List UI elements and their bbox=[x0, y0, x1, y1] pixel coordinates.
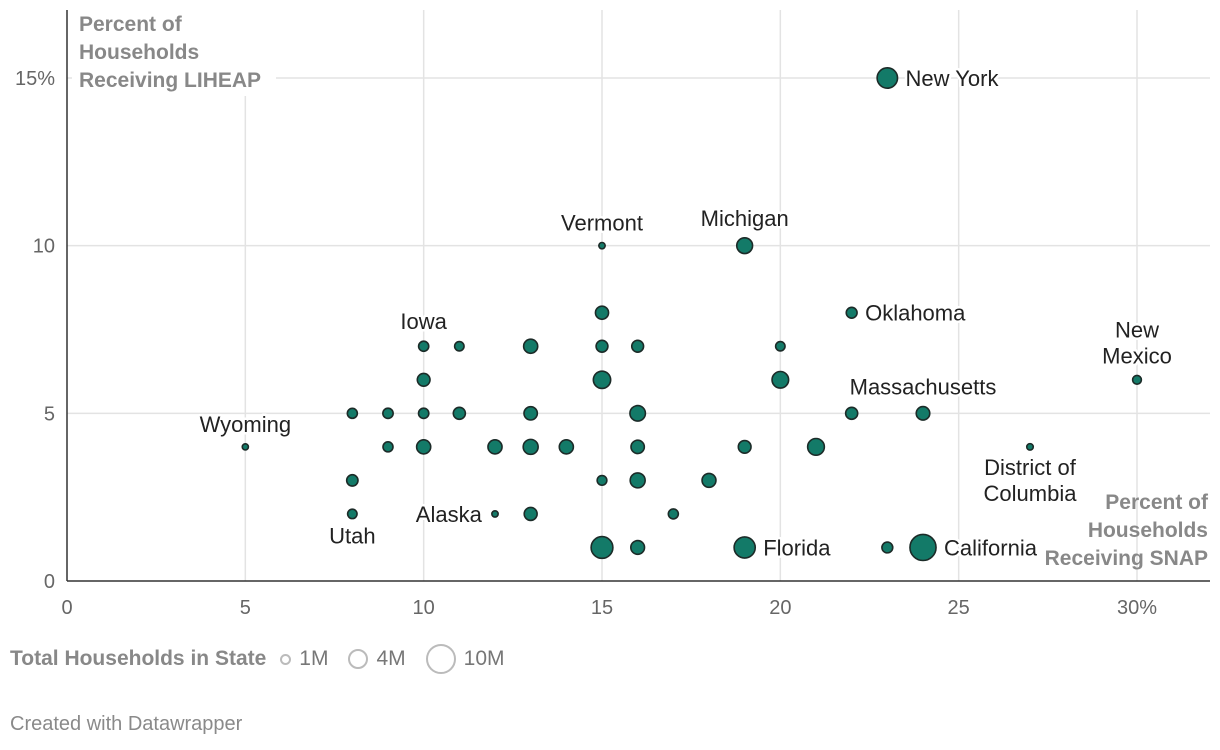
y-axis-title: Receiving LIHEAP bbox=[79, 69, 261, 92]
point-label: Massachusetts bbox=[850, 375, 997, 400]
point-label: Vermont bbox=[561, 211, 643, 236]
x-axis-title: Percent of bbox=[1105, 491, 1209, 514]
data-point bbox=[417, 407, 430, 420]
data-point bbox=[735, 236, 754, 255]
data-point bbox=[598, 241, 606, 250]
x-axis-title: Households bbox=[1088, 519, 1208, 542]
data-point bbox=[771, 370, 790, 389]
data-point bbox=[487, 439, 503, 455]
data-point bbox=[345, 473, 359, 487]
legend-circle-icon bbox=[280, 653, 292, 665]
data-point bbox=[881, 541, 894, 554]
y-tick-label: 15% bbox=[15, 68, 55, 90]
credit-text: Created with Datawrapper bbox=[10, 713, 243, 735]
data-point bbox=[491, 509, 499, 518]
point-label: New bbox=[1115, 317, 1159, 342]
data-point bbox=[382, 407, 394, 420]
size-legend-label: 4M bbox=[376, 647, 406, 670]
x-tick-label: 10 bbox=[413, 597, 435, 619]
data-point bbox=[558, 439, 575, 455]
data-point bbox=[592, 370, 612, 390]
data-point bbox=[1131, 374, 1143, 385]
tick-labels: 0 5 10 15 20 25 30% 0 5 10 15% bbox=[15, 68, 1157, 619]
legend-circle-icon bbox=[425, 644, 456, 674]
data-point bbox=[523, 506, 538, 522]
data-point bbox=[241, 442, 250, 451]
data-point bbox=[596, 474, 608, 487]
data-point bbox=[416, 372, 431, 387]
point-label: Wyoming bbox=[200, 412, 292, 437]
data-point bbox=[629, 404, 647, 422]
point-label: Utah bbox=[329, 524, 375, 549]
y-tick-label: 0 bbox=[44, 571, 55, 593]
point-label: Alaska bbox=[416, 502, 483, 527]
x-tick-label: 0 bbox=[61, 597, 72, 619]
size-legend: Total Households in State 1M 4M 10M bbox=[10, 642, 525, 676]
data-point bbox=[629, 472, 646, 489]
data-point bbox=[667, 508, 680, 520]
data-point bbox=[453, 340, 465, 352]
legend-circle-icon bbox=[348, 649, 369, 669]
data-point bbox=[522, 438, 539, 456]
data-point bbox=[806, 437, 826, 457]
data-point bbox=[346, 407, 359, 420]
point-label: Michigan bbox=[701, 206, 789, 231]
x-tick-label: 25 bbox=[948, 597, 970, 619]
axis-titles: Percent of Households Receiving LIHEAP Perc… bbox=[72, 10, 1209, 570]
point-label: Oklahoma bbox=[865, 301, 966, 326]
y-axis-title: Households bbox=[79, 41, 199, 64]
data-point bbox=[774, 340, 786, 352]
size-legend-label: 1M bbox=[299, 647, 329, 670]
data-point bbox=[845, 306, 858, 319]
x-axis-title: Receiving SNAP bbox=[1045, 547, 1208, 570]
point-label: New York bbox=[906, 66, 1000, 91]
data-point bbox=[915, 405, 931, 421]
data-point bbox=[452, 406, 467, 421]
data-point bbox=[1025, 442, 1035, 451]
point-labels: New York Vermont Michigan Oklahoma NewMexico… bbox=[197, 64, 1174, 563]
data-point bbox=[737, 439, 752, 455]
y-axis-title-background bbox=[72, 10, 276, 96]
x-tick-label: 5 bbox=[240, 597, 251, 619]
data-point bbox=[844, 406, 859, 421]
data-point bbox=[346, 508, 358, 520]
data-point bbox=[595, 339, 609, 353]
data-point bbox=[630, 339, 645, 353]
data-point bbox=[522, 338, 539, 355]
y-axis-title: Percent of bbox=[79, 13, 183, 36]
data-point bbox=[630, 439, 646, 455]
axes bbox=[66, 10, 1210, 582]
point-label: California bbox=[944, 535, 1038, 560]
point-label: Iowa bbox=[400, 309, 447, 334]
data-point bbox=[415, 439, 432, 455]
size-legend-item: 4M bbox=[348, 647, 406, 671]
data-point bbox=[523, 405, 539, 421]
y-tick-label: 10 bbox=[33, 236, 55, 258]
data-point bbox=[417, 340, 430, 353]
point-label: Florida bbox=[763, 535, 831, 560]
point-label: District of bbox=[984, 455, 1077, 480]
data-point bbox=[630, 539, 646, 556]
data-points bbox=[241, 66, 1143, 562]
point-label: Columbia bbox=[984, 481, 1078, 506]
data-point bbox=[594, 305, 610, 321]
size-legend-label: 10M bbox=[463, 647, 505, 670]
data-point bbox=[590, 535, 614, 560]
x-tick-label: 30% bbox=[1117, 597, 1157, 619]
data-point bbox=[909, 533, 937, 562]
data-point bbox=[733, 536, 757, 559]
size-legend-item: 1M bbox=[280, 647, 328, 671]
data-point bbox=[382, 441, 394, 453]
x-tick-label: 20 bbox=[769, 597, 791, 619]
data-point bbox=[701, 472, 717, 489]
y-tick-label: 5 bbox=[44, 403, 55, 425]
size-legend-item: 10M bbox=[425, 644, 505, 674]
data-point bbox=[876, 66, 899, 90]
size-legend-title: Total Households in State bbox=[10, 647, 267, 670]
point-label: Mexico bbox=[1102, 343, 1172, 368]
x-tick-label: 15 bbox=[591, 597, 613, 619]
